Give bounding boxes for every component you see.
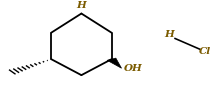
Text: OH: OH <box>124 64 142 73</box>
Text: Cl: Cl <box>199 47 211 56</box>
Text: H: H <box>165 30 174 39</box>
Text: H: H <box>76 1 86 10</box>
Polygon shape <box>107 58 122 68</box>
